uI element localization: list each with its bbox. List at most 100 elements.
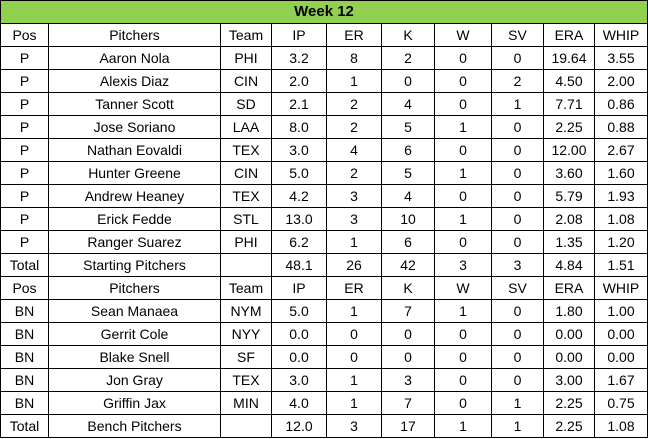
bench-pitcher-row-k-cell: 0 (381, 345, 435, 369)
starting-pitcher-row-pos-cell: P (0, 207, 49, 231)
bench-total-row-ip-cell: 12.0 (271, 414, 327, 438)
starting-total-row-team-cell (220, 253, 272, 277)
starting-pitcher-row-era-cell: 5.79 (543, 184, 595, 208)
starting-pitcher-row-ip-cell: 4.2 (271, 184, 327, 208)
bench-pitcher-row: BN Griffin Jax MIN 4.0 1 7 0 1 2.25 0.75 (0, 391, 648, 415)
starting-pitcher-row: P Nathan Eovaldi TEX 3.0 4 6 0 0 12.00 2.67 (0, 138, 648, 162)
starting-pitcher-row-w-cell: 0 (434, 69, 492, 93)
starting-pitcher-row-pitcher-cell: Erick Fedde (48, 207, 221, 231)
bench-pitcher-row: BN Sean Manaea NYM 5.0 1 7 1 0 1.80 1.00 (0, 299, 648, 323)
starting-total-row-pos-cell: Total (0, 253, 49, 277)
bench-pitcher-row-k-cell: 0 (381, 322, 435, 346)
bench-total-row-whip-cell: 1.08 (593, 414, 648, 438)
bench-pitcher-row-sv-cell: 0 (491, 322, 544, 346)
bench-pitcher-row-er-cell: 1 (326, 299, 382, 323)
bench-pitcher-row-ip-cell: 3.0 (271, 368, 327, 392)
bench-pitcher-row-whip-cell: 0.75 (593, 391, 648, 415)
starting-pitcher-row-k-cell: 6 (381, 230, 435, 254)
starting-pitcher-row-w-cell: 0 (434, 230, 492, 254)
bench-pitcher-row-sv-cell: 0 (491, 299, 544, 323)
bench-pitcher-row-team-cell: NYY (220, 322, 272, 346)
bench-header-row-pitcher-cell: Pitchers (48, 276, 221, 300)
bench-pitcher-row-w-cell: 0 (434, 322, 492, 346)
bench-header-row: Pos Pitchers Team IP ER K W SV ERA WHIP (0, 276, 648, 300)
bench-pitcher-row-era-cell: 3.00 (543, 368, 595, 392)
header-row-er-cell: ER (326, 23, 382, 47)
starting-pitcher-row-w-cell: 1 (434, 161, 492, 185)
starting-pitcher-row-k-cell: 5 (381, 161, 435, 185)
header-row-pitcher-cell: Pitchers (48, 23, 221, 47)
bench-header-row-w-cell: W (434, 276, 492, 300)
starting-pitcher-row-w-cell: 0 (434, 138, 492, 162)
week-title: Week 12 (0, 0, 648, 24)
starting-pitcher-row-w-cell: 0 (434, 92, 492, 116)
starting-pitcher-row-er-cell: 3 (326, 207, 382, 231)
starting-total-row-era-cell: 4.84 (543, 253, 595, 277)
starting-pitcher-row-w-cell: 1 (434, 115, 492, 139)
starting-pitcher-row: P Andrew Heaney TEX 4.2 3 4 0 0 5.79 1.93 (0, 184, 648, 208)
bench-pitcher-row-sv-cell: 0 (491, 345, 544, 369)
bench-header-row-er-cell: ER (326, 276, 382, 300)
bench-pitcher-row-pitcher-cell: Sean Manaea (48, 299, 221, 323)
bench-total-row-er-cell: 3 (326, 414, 382, 438)
bench-pitcher-row-pitcher-cell: Blake Snell (48, 345, 221, 369)
starting-pitcher-row-pitcher-cell: Jose Soriano (48, 115, 221, 139)
starting-total-row-whip-cell: 1.51 (593, 253, 648, 277)
bench-total-row-sv-cell: 1 (491, 414, 544, 438)
bench-pitcher-row-er-cell: 1 (326, 368, 382, 392)
starting-pitcher-row: P Hunter Greene CIN 5.0 2 5 1 0 3.60 1.60 (0, 161, 648, 185)
starting-pitcher-row-era-cell: 2.25 (543, 115, 595, 139)
starting-pitcher-row-team-cell: CIN (220, 161, 272, 185)
bench-total-row-era-cell: 2.25 (543, 414, 595, 438)
bench-pitcher-row-team-cell: MIN (220, 391, 272, 415)
starting-pitcher-row-ip-cell: 2.0 (271, 69, 327, 93)
bench-header-row-ip-cell: IP (271, 276, 327, 300)
starting-pitcher-row-era-cell: 3.60 (543, 161, 595, 185)
starting-pitcher-row-pos-cell: P (0, 184, 49, 208)
bench-pitcher-row-er-cell: 0 (326, 322, 382, 346)
starting-pitcher-row-team-cell: STL (220, 207, 272, 231)
starting-pitcher-row-team-cell: TEX (220, 184, 272, 208)
bench-pitcher-row: BN Gerrit Cole NYY 0.0 0 0 0 0 0.00 0.00 (0, 322, 648, 346)
bench-header-row-pos-cell: Pos (0, 276, 49, 300)
bench-pitcher-row-er-cell: 1 (326, 391, 382, 415)
starting-pitcher-row: P Aaron Nola PHI 3.2 8 2 0 0 19.64 3.55 (0, 46, 648, 70)
starting-pitcher-row-team-cell: PHI (220, 230, 272, 254)
bench-pitcher-row-k-cell: 7 (381, 299, 435, 323)
bench-pitcher-row-ip-cell: 0.0 (271, 345, 327, 369)
bench-pitcher-row-ip-cell: 5.0 (271, 299, 327, 323)
bench-pitcher-row-ip-cell: 4.0 (271, 391, 327, 415)
bench-total-row-w-cell: 1 (434, 414, 492, 438)
starting-pitcher-row-team-cell: LAA (220, 115, 272, 139)
starting-total-row-ip-cell: 48.1 (271, 253, 327, 277)
starting-pitcher-row-whip-cell: 3.55 (593, 46, 648, 70)
starting-pitcher-row-k-cell: 6 (381, 138, 435, 162)
bench-total-row-pos-cell: Total (0, 414, 49, 438)
starting-pitcher-row-k-cell: 0 (381, 69, 435, 93)
starting-total-row-k-cell: 42 (381, 253, 435, 277)
header-row-ip-cell: IP (271, 23, 327, 47)
starting-pitcher-row-sv-cell: 0 (491, 138, 544, 162)
starting-pitcher-row-k-cell: 4 (381, 92, 435, 116)
starting-pitcher-row: P Tanner Scott SD 2.1 2 4 0 1 7.71 0.86 (0, 92, 648, 116)
bench-pitcher-row-whip-cell: 0.00 (593, 345, 648, 369)
bench-pitcher-row-pos-cell: BN (0, 345, 49, 369)
header-row: Pos Pitchers Team IP ER K W SV ERA WHIP (0, 23, 648, 47)
bench-pitcher-row-sv-cell: 0 (491, 368, 544, 392)
bench-pitcher-row-whip-cell: 1.67 (593, 368, 648, 392)
starting-pitcher-row-era-cell: 1.35 (543, 230, 595, 254)
header-row-w-cell: W (434, 23, 492, 47)
starting-pitcher-row: P Jose Soriano LAA 8.0 2 5 1 0 2.25 0.88 (0, 115, 648, 139)
starting-pitcher-row-sv-cell: 0 (491, 207, 544, 231)
bench-total-row-team-cell (220, 414, 272, 438)
starting-pitcher-row-ip-cell: 13.0 (271, 207, 327, 231)
bench-pitcher-row-pos-cell: BN (0, 368, 49, 392)
starting-pitcher-row-pitcher-cell: Aaron Nola (48, 46, 221, 70)
starting-pitcher-row-ip-cell: 8.0 (271, 115, 327, 139)
bench-pitcher-row-k-cell: 7 (381, 391, 435, 415)
bench-pitcher-row-ip-cell: 0.0 (271, 322, 327, 346)
starting-pitcher-row-pitcher-cell: Andrew Heaney (48, 184, 221, 208)
header-row-pos-cell: Pos (0, 23, 49, 47)
starting-pitcher-row-pos-cell: P (0, 138, 49, 162)
